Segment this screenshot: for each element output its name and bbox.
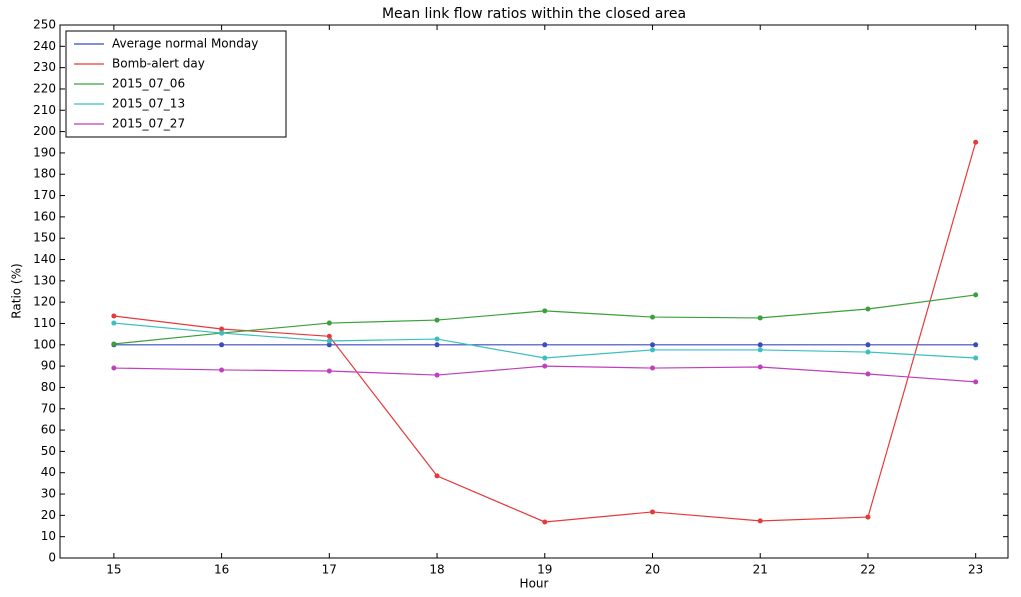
y-tick-label: 250 — [33, 18, 56, 32]
y-tick-label: 210 — [33, 103, 56, 117]
y-tick-label: 170 — [33, 188, 56, 202]
y-tick-label: 40 — [41, 465, 56, 479]
x-tick-label: 21 — [753, 563, 768, 577]
y-axis-label: Ratio (%) — [10, 263, 24, 318]
y-tick-label: 240 — [33, 39, 56, 53]
point — [326, 338, 332, 344]
point — [650, 365, 655, 371]
y-tick-label: 80 — [41, 380, 56, 394]
legend-label: 2015_07_13 — [112, 97, 185, 111]
y-tick-label: 110 — [33, 316, 56, 330]
point — [111, 341, 117, 347]
y-tick-label: 60 — [41, 423, 56, 437]
point — [865, 514, 871, 520]
point — [219, 342, 225, 348]
point — [434, 372, 440, 378]
series-line — [113, 294, 976, 345]
point — [865, 342, 871, 348]
point — [326, 333, 332, 339]
y-tick-label: 20 — [41, 508, 56, 522]
x-tick-label: 18 — [429, 563, 444, 577]
point — [542, 342, 548, 348]
legend-label: 2015_07_27 — [112, 117, 185, 131]
y-tick-label: 0 — [48, 551, 56, 565]
point — [111, 320, 117, 326]
point — [973, 379, 979, 385]
x-axis-label: Hour — [520, 577, 549, 591]
y-tick-label: 230 — [33, 60, 56, 74]
plot-frame — [59, 24, 1009, 559]
point — [542, 308, 548, 314]
y-tick-label: 50 — [41, 444, 56, 458]
point — [542, 519, 548, 525]
x-tick-label: 16 — [214, 563, 229, 577]
point — [434, 317, 440, 323]
x-tick-label: 20 — [645, 563, 660, 577]
point — [650, 342, 655, 348]
y-tick-label: 190 — [33, 145, 56, 159]
chart-title: Mean link flow ratios within the closed … — [382, 6, 686, 22]
legend-label: 2015_07_06 — [112, 77, 185, 91]
y-tick-label: 220 — [33, 81, 56, 95]
x-tick-label: 22 — [860, 563, 875, 577]
y-tick-label: 100 — [33, 337, 56, 351]
y-tick-label: 70 — [41, 401, 56, 415]
point — [650, 347, 655, 353]
point — [757, 347, 763, 353]
series-line — [113, 322, 976, 359]
x-tick-label: 19 — [537, 563, 552, 577]
y-tick-label: 130 — [33, 273, 56, 287]
point — [757, 315, 763, 321]
x-tick-label: 15 — [106, 563, 121, 577]
y-tick-label: 200 — [33, 124, 56, 138]
point — [973, 292, 979, 298]
point — [326, 368, 332, 374]
point — [219, 330, 225, 336]
point — [865, 306, 871, 312]
point — [865, 349, 871, 355]
legend-label: Average normal Monday — [112, 37, 258, 51]
point — [865, 371, 871, 377]
point — [219, 326, 225, 332]
point — [111, 313, 117, 319]
series-line — [113, 142, 977, 523]
point — [757, 342, 763, 348]
point — [326, 320, 332, 326]
y-tick-label: 150 — [33, 231, 56, 245]
point — [434, 336, 440, 342]
point — [434, 473, 440, 479]
point — [973, 355, 979, 361]
point — [757, 364, 763, 370]
y-tick-label: 180 — [33, 167, 56, 181]
point — [973, 139, 979, 145]
point — [542, 363, 548, 369]
point — [219, 367, 225, 373]
y-tick-label: 140 — [33, 252, 56, 266]
point — [542, 355, 548, 361]
y-tick-label: 30 — [41, 487, 56, 501]
point — [650, 314, 655, 320]
point — [650, 509, 655, 515]
y-tick-label: 160 — [33, 209, 56, 223]
point — [434, 342, 440, 348]
x-tick-label: 23 — [968, 563, 983, 577]
y-tick-label: 10 — [41, 529, 56, 543]
y-tick-label: 120 — [33, 295, 56, 309]
point — [326, 342, 332, 348]
y-tick-label: 90 — [41, 359, 56, 373]
point — [111, 365, 117, 371]
point — [973, 342, 979, 348]
point — [757, 518, 763, 524]
x-tick-label: 17 — [322, 563, 337, 577]
legend-label: Bomb-alert day — [112, 57, 205, 71]
